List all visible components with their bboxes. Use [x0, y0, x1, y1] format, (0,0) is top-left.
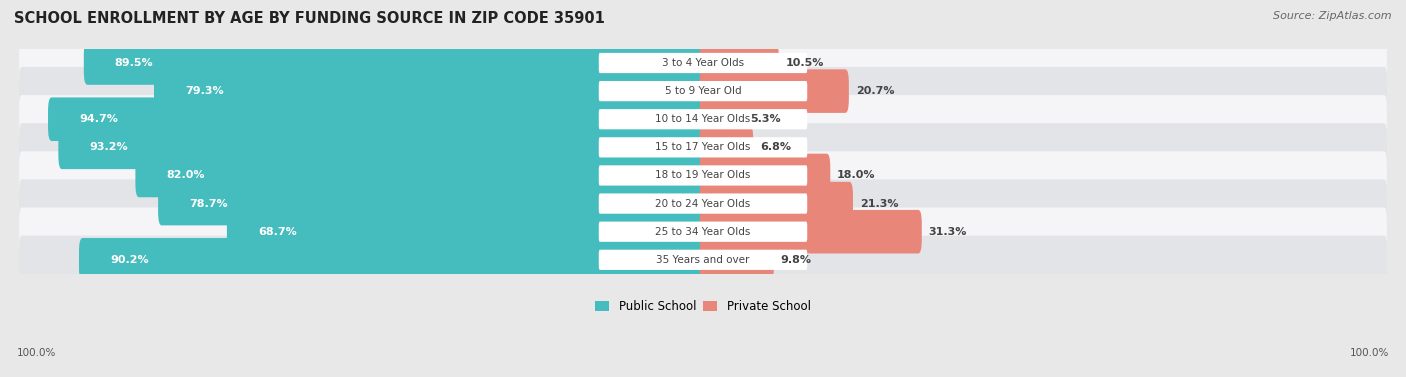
FancyBboxPatch shape: [700, 238, 773, 282]
Legend: Public School, Private School: Public School, Private School: [591, 295, 815, 317]
FancyBboxPatch shape: [20, 67, 1386, 115]
Text: 25 to 34 Year Olds: 25 to 34 Year Olds: [655, 227, 751, 237]
FancyBboxPatch shape: [599, 109, 807, 129]
FancyBboxPatch shape: [20, 207, 1386, 256]
FancyBboxPatch shape: [700, 69, 849, 113]
FancyBboxPatch shape: [700, 126, 754, 169]
Text: 3 to 4 Year Olds: 3 to 4 Year Olds: [662, 58, 744, 68]
FancyBboxPatch shape: [700, 182, 853, 225]
FancyBboxPatch shape: [84, 41, 706, 85]
Text: 68.7%: 68.7%: [257, 227, 297, 237]
Text: 100.0%: 100.0%: [17, 348, 56, 358]
Text: 20.7%: 20.7%: [856, 86, 894, 96]
Text: Source: ZipAtlas.com: Source: ZipAtlas.com: [1274, 11, 1392, 21]
FancyBboxPatch shape: [48, 97, 706, 141]
FancyBboxPatch shape: [20, 236, 1386, 284]
FancyBboxPatch shape: [700, 210, 922, 253]
FancyBboxPatch shape: [700, 41, 779, 85]
Text: 90.2%: 90.2%: [110, 255, 149, 265]
FancyBboxPatch shape: [155, 69, 706, 113]
Text: 93.2%: 93.2%: [90, 143, 128, 152]
Text: SCHOOL ENROLLMENT BY AGE BY FUNDING SOURCE IN ZIP CODE 35901: SCHOOL ENROLLMENT BY AGE BY FUNDING SOUR…: [14, 11, 605, 26]
FancyBboxPatch shape: [20, 179, 1386, 228]
FancyBboxPatch shape: [20, 95, 1386, 143]
Text: 10 to 14 Year Olds: 10 to 14 Year Olds: [655, 114, 751, 124]
Text: 35 Years and over: 35 Years and over: [657, 255, 749, 265]
Text: 5 to 9 Year Old: 5 to 9 Year Old: [665, 86, 741, 96]
Text: 78.7%: 78.7%: [188, 199, 228, 208]
FancyBboxPatch shape: [599, 250, 807, 270]
FancyBboxPatch shape: [20, 39, 1386, 87]
Text: 10.5%: 10.5%: [786, 58, 824, 68]
Text: 82.0%: 82.0%: [166, 170, 205, 181]
FancyBboxPatch shape: [157, 182, 706, 225]
Text: 9.8%: 9.8%: [780, 255, 811, 265]
FancyBboxPatch shape: [135, 154, 706, 197]
Text: 15 to 17 Year Olds: 15 to 17 Year Olds: [655, 143, 751, 152]
FancyBboxPatch shape: [226, 210, 706, 253]
FancyBboxPatch shape: [58, 126, 706, 169]
Text: 20 to 24 Year Olds: 20 to 24 Year Olds: [655, 199, 751, 208]
Text: 89.5%: 89.5%: [115, 58, 153, 68]
FancyBboxPatch shape: [599, 137, 807, 158]
Text: 31.3%: 31.3%: [929, 227, 967, 237]
FancyBboxPatch shape: [20, 151, 1386, 200]
Text: 94.7%: 94.7%: [79, 114, 118, 124]
FancyBboxPatch shape: [599, 166, 807, 185]
FancyBboxPatch shape: [599, 193, 807, 214]
Text: 21.3%: 21.3%: [860, 199, 898, 208]
FancyBboxPatch shape: [79, 238, 706, 282]
FancyBboxPatch shape: [700, 97, 742, 141]
FancyBboxPatch shape: [599, 222, 807, 242]
Text: 18.0%: 18.0%: [837, 170, 876, 181]
Text: 100.0%: 100.0%: [1350, 348, 1389, 358]
Text: 6.8%: 6.8%: [761, 143, 792, 152]
Text: 5.3%: 5.3%: [749, 114, 780, 124]
FancyBboxPatch shape: [599, 53, 807, 73]
Text: 79.3%: 79.3%: [186, 86, 224, 96]
FancyBboxPatch shape: [20, 123, 1386, 172]
Text: 18 to 19 Year Olds: 18 to 19 Year Olds: [655, 170, 751, 181]
FancyBboxPatch shape: [599, 81, 807, 101]
FancyBboxPatch shape: [700, 154, 831, 197]
